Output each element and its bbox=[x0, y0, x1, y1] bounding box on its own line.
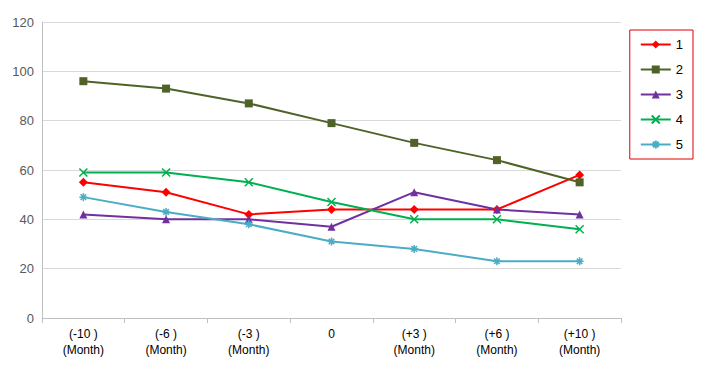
svg-text:(Month): (Month) bbox=[63, 343, 104, 357]
svg-text:(+3 ): (+3 ) bbox=[402, 327, 427, 341]
svg-text:(-3 ): (-3 ) bbox=[238, 327, 260, 341]
svg-text:(Month): (Month) bbox=[228, 343, 269, 357]
svg-text:100: 100 bbox=[12, 64, 34, 79]
svg-text:80: 80 bbox=[20, 113, 34, 128]
svg-text:(+6 ): (+6 ) bbox=[484, 327, 509, 341]
svg-text:3: 3 bbox=[676, 87, 683, 102]
svg-text:120: 120 bbox=[12, 15, 34, 30]
svg-text:20: 20 bbox=[20, 261, 34, 276]
svg-text:(Month): (Month) bbox=[476, 343, 517, 357]
svg-text:0: 0 bbox=[27, 311, 34, 326]
svg-text:(Month): (Month) bbox=[394, 343, 435, 357]
svg-text:(Month): (Month) bbox=[559, 343, 600, 357]
svg-text:60: 60 bbox=[20, 163, 34, 178]
svg-text:40: 40 bbox=[20, 212, 34, 227]
svg-text:(Month): (Month) bbox=[145, 343, 186, 357]
svg-text:(-6 ): (-6 ) bbox=[155, 327, 177, 341]
svg-text:(-10 ): (-10 ) bbox=[69, 327, 98, 341]
svg-text:(+10 ): (+10 ) bbox=[564, 327, 596, 341]
svg-text:1: 1 bbox=[676, 37, 683, 52]
svg-text:0: 0 bbox=[328, 327, 335, 341]
svg-text:5: 5 bbox=[676, 137, 683, 152]
svg-text:4: 4 bbox=[676, 112, 683, 127]
svg-text:2: 2 bbox=[676, 62, 683, 77]
